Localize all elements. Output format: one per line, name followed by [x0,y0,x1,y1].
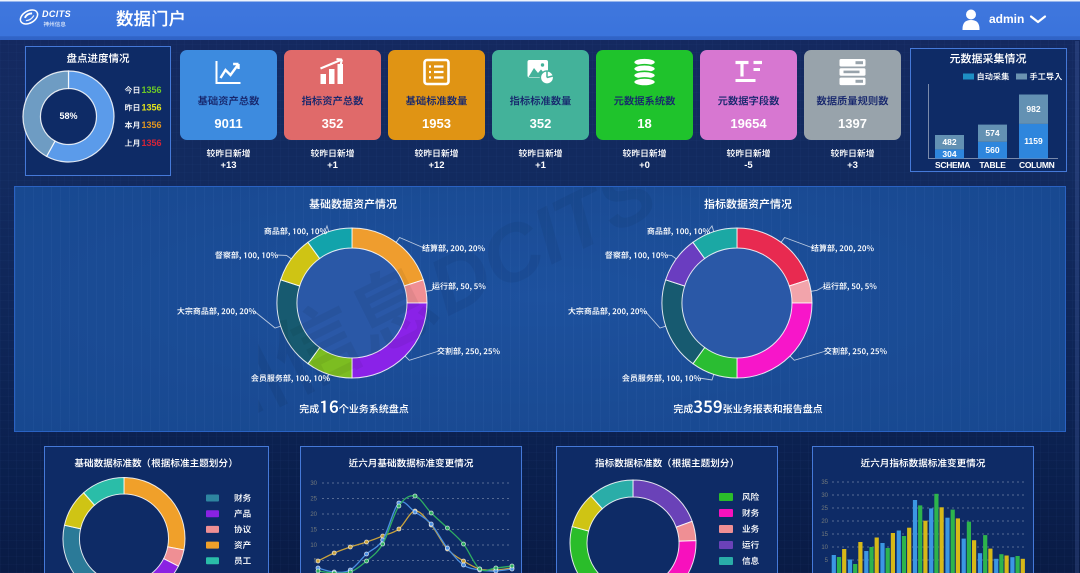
svg-text:1356: 1356 [142,85,162,95]
svg-text:25: 25 [821,506,828,512]
svg-text:1356: 1356 [142,103,162,113]
svg-text:5: 5 [825,558,829,564]
svg-text:574: 574 [985,128,999,138]
svg-text:15: 15 [310,528,317,534]
svg-text:10: 10 [821,545,828,551]
svg-text:20: 20 [821,519,828,525]
svg-text:30: 30 [821,493,828,499]
svg-text:35: 35 [821,480,828,486]
svg-text:10: 10 [310,543,317,549]
svg-text:5: 5 [314,559,318,565]
svg-text:482: 482 [942,137,956,147]
svg-text:30: 30 [310,481,317,487]
svg-text:DCITS: DCITS [415,145,669,332]
svg-text:1159: 1159 [1024,136,1043,146]
svg-text:20: 20 [310,512,317,518]
svg-text:1356: 1356 [142,120,162,130]
svg-text:15: 15 [821,532,828,538]
svg-text:304: 304 [942,149,956,159]
svg-text:1356: 1356 [142,138,162,148]
svg-text:982: 982 [1026,104,1040,114]
svg-text:25: 25 [310,497,317,503]
svg-text:560: 560 [985,145,999,155]
